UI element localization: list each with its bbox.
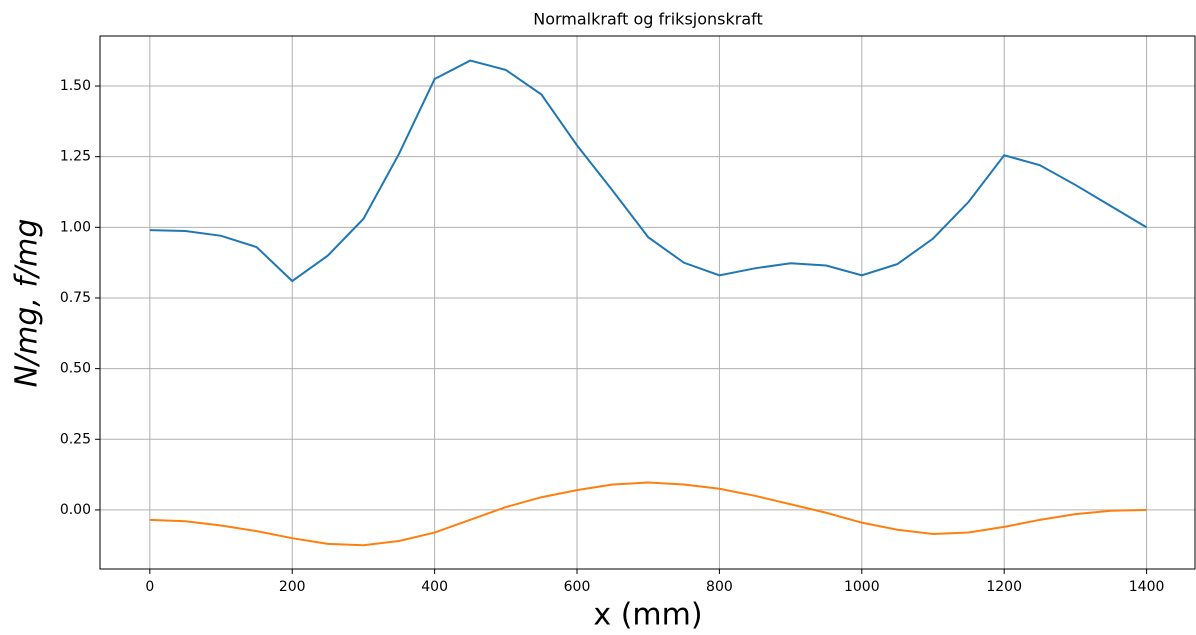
y-tick-label: 0.25	[60, 431, 91, 447]
x-axis-label: x (mm)	[593, 598, 702, 633]
x-tick-label: 1400	[1129, 579, 1165, 595]
line-series	[149, 59, 1148, 283]
y-axis-label: N/mg, f/mg	[10, 219, 45, 388]
y-tick-label: 0.75	[60, 290, 91, 306]
line-series	[149, 481, 1147, 547]
chart-title: Normalkraft og friksjonskraft	[533, 10, 763, 29]
y-tick-label: 0.00	[60, 502, 91, 518]
y-tick-label: 1.25	[60, 149, 91, 165]
y-tick-label: 0.50	[60, 361, 91, 377]
y-tick-label: 1.50	[60, 78, 91, 94]
x-tick-label: 0	[145, 579, 154, 595]
x-tick-label: 800	[706, 579, 733, 595]
x-tick-label: 600	[564, 579, 591, 595]
x-tick-label: 400	[421, 579, 448, 595]
plot-frame	[99, 35, 1196, 570]
x-tick-label: 1000	[844, 579, 880, 595]
x-tick-label: 200	[279, 579, 306, 595]
x-tick-label: 1200	[986, 579, 1022, 595]
y-tick-label: 1.00	[60, 219, 91, 235]
